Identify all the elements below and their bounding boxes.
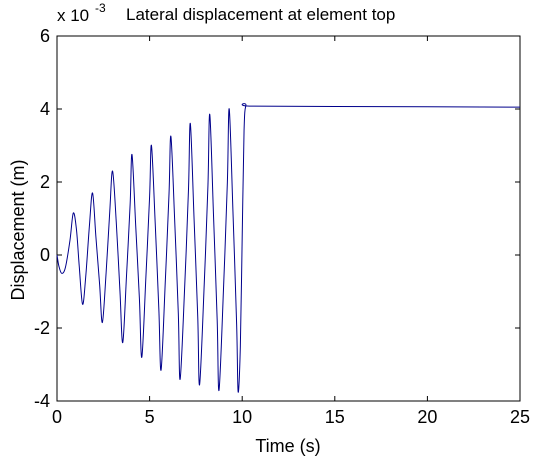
y-tick-labels: -4 -2 0 2 4 6 [34, 26, 50, 411]
chart-title: Lateral displacement at element top [126, 5, 395, 24]
y-tick-label: 2 [40, 172, 50, 192]
y-tick-label: 0 [40, 245, 50, 265]
x-tick-label: 15 [325, 407, 345, 427]
x-tick-label: 10 [232, 407, 252, 427]
tick-marks [56, 35, 521, 402]
y-tick-label: 6 [40, 26, 50, 46]
y-multiplier-base: x 10 [57, 6, 89, 25]
y-axis-label: Displacement (m) [8, 159, 28, 300]
y-tick-label: -4 [34, 391, 50, 411]
y-tick-label: 4 [40, 99, 50, 119]
series-line [56, 103, 521, 393]
y-tick-label: -2 [34, 318, 50, 338]
x-tick-labels: 0 5 10 15 20 25 [52, 407, 530, 427]
x-axis-label: Time (s) [255, 436, 320, 456]
x-tick-label: 20 [417, 407, 437, 427]
x-tick-label: 25 [510, 407, 530, 427]
plot-area [56, 35, 521, 402]
x-tick-label: 5 [145, 407, 155, 427]
x-tick-label: 0 [52, 407, 62, 427]
y-multiplier-exponent: -3 [95, 1, 106, 15]
